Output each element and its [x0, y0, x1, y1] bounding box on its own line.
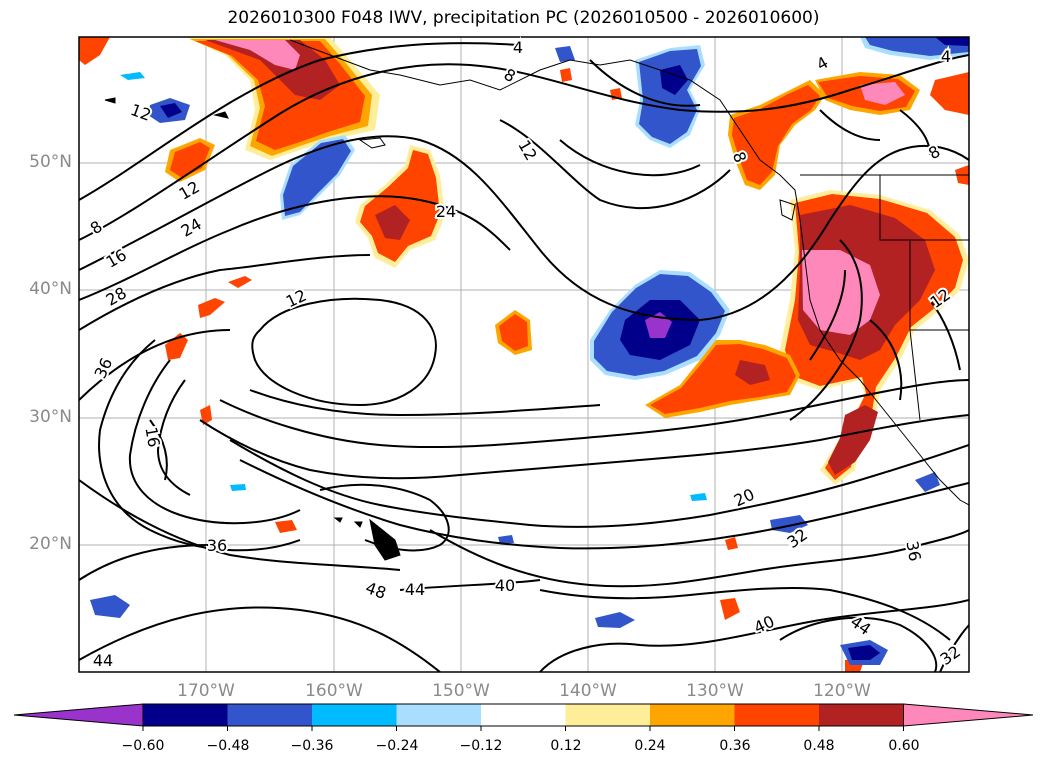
colorbar-segment — [734, 704, 820, 726]
colorbar — [13, 703, 1034, 731]
lon-label-130w: 130°W — [686, 681, 744, 701]
colorbar-segment — [819, 704, 904, 726]
contour-label: 44 — [405, 580, 425, 599]
contour-label: 16 — [141, 425, 163, 448]
lat-label-20n: 20°N — [29, 534, 72, 554]
lon-label-170w: 170°W — [177, 681, 235, 701]
colorbar-segment — [143, 704, 228, 726]
colorbar-tick-label: −0.48 — [206, 738, 250, 754]
contour-label: 4 — [513, 38, 523, 57]
lon-label-120w: 120°W — [813, 681, 871, 701]
colorbar-tick-label: −0.12 — [459, 738, 503, 754]
iwv-contours — [79, 42, 969, 672]
colorbar-tick-label: 0.48 — [803, 738, 835, 754]
lon-label-160w: 160°W — [305, 681, 363, 701]
colorbar-tick-label: −0.36 — [290, 738, 334, 754]
colorbar-segment — [650, 704, 735, 726]
colorbar-frame — [142, 703, 904, 727]
colorbar-extend-high — [903, 703, 1034, 727]
positive-anomaly-areas — [79, 37, 969, 672]
lat-label-30n: 30°N — [29, 407, 72, 427]
colorbar-tick-label: 0.12 — [550, 738, 582, 754]
contour-label: 4 — [941, 47, 951, 66]
lon-label-150w: 150°W — [432, 681, 490, 701]
colorbar-tick-label: −0.60 — [121, 738, 165, 754]
contour-label: 40 — [495, 576, 515, 595]
colorbar-segment — [481, 704, 566, 726]
colorbar-tick-label: 0.60 — [888, 738, 920, 754]
contour-label: 24 — [436, 202, 456, 221]
coastlines — [104, 39, 969, 561]
colorbar-segment — [396, 704, 482, 726]
colorbar-tick-label: 0.36 — [719, 738, 751, 754]
colorbar-segment — [565, 704, 651, 726]
colorbar-extend-low — [13, 703, 144, 727]
graticule — [79, 37, 969, 672]
map-title: 2026010300 F048 IWV, precipitation PC (2… — [227, 8, 820, 28]
lat-label-40n: 40°N — [29, 279, 72, 299]
contour-label: 36 — [207, 536, 227, 555]
colorbar-tick-label: −0.24 — [375, 738, 419, 754]
colorbar-segment — [227, 704, 313, 726]
colorbar-segment — [312, 704, 397, 726]
lat-label-50n: 50°N — [29, 152, 72, 172]
contour-label: 44 — [93, 651, 113, 670]
contour-label: 36 — [902, 539, 924, 562]
lon-label-140w: 140°W — [559, 681, 617, 701]
colorbar-tick-label: 0.24 — [634, 738, 666, 754]
map-frame — [78, 36, 970, 673]
